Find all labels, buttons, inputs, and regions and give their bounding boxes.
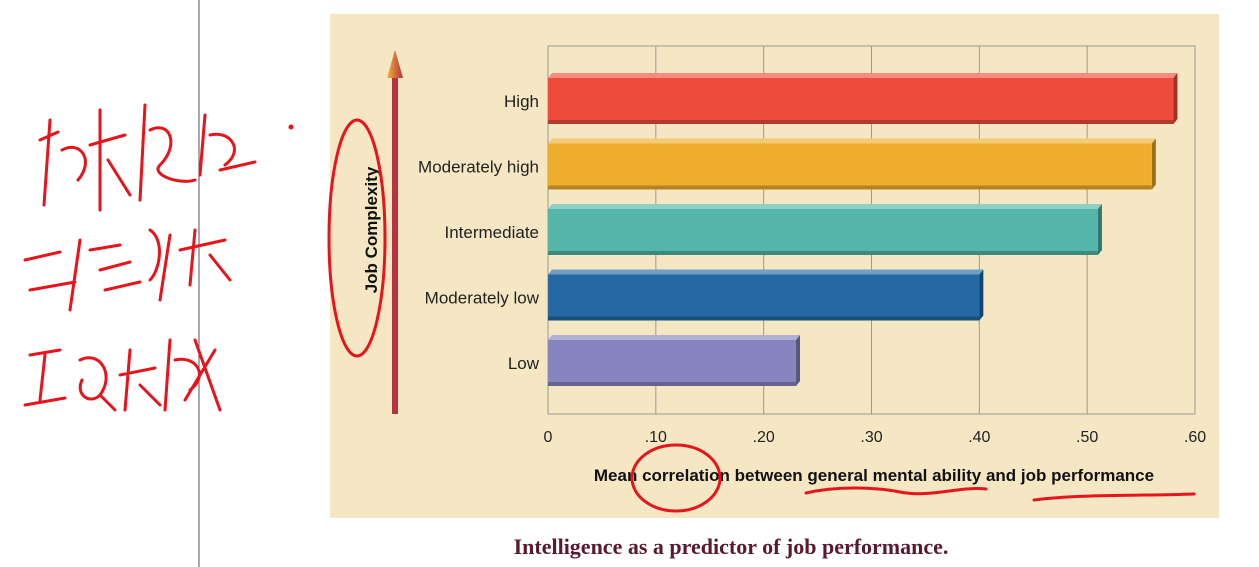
category-labels: High Moderately high Intermediate Moderatel…	[418, 92, 540, 373]
bar	[548, 143, 1152, 190]
x-tick-label: .30	[860, 429, 882, 446]
handwritten-annotations	[23, 103, 1196, 513]
bar-intermediate	[548, 204, 1102, 255]
bar	[548, 274, 980, 321]
bar-high	[548, 73, 1178, 124]
bar-moderately-high	[548, 138, 1156, 190]
ink-scribble-line2	[23, 228, 232, 312]
bar-top-face	[548, 335, 801, 340]
bar-low	[548, 335, 801, 386]
bars	[548, 73, 1178, 386]
ink-circle-correlation	[630, 443, 722, 513]
ink-underline-2	[1032, 492, 1196, 502]
x-tick-label: .50	[1076, 429, 1098, 446]
x-tick-label: .20	[753, 429, 775, 446]
ink-scribble-line1	[38, 103, 257, 212]
category-label: Moderately low	[425, 289, 540, 308]
category-label: High	[504, 92, 539, 111]
figure-caption: Intelligence as a predictor of job perfo…	[514, 534, 949, 559]
bar-top-face	[548, 269, 984, 275]
bar-moderately-low	[548, 269, 984, 321]
ink-dot	[288, 124, 294, 130]
x-tick-label: 0	[544, 429, 553, 446]
x-tick-label: .40	[968, 429, 990, 446]
bar-top-face	[548, 73, 1178, 78]
category-label: Intermediate	[445, 223, 540, 242]
bar-shadow	[548, 382, 797, 386]
x-axis-title: Mean correlation between general mental …	[594, 466, 1154, 485]
bar-side-face	[1097, 204, 1102, 255]
bar-side-face	[796, 335, 801, 386]
ink-scribble-line3	[23, 338, 222, 412]
bar-side-face	[1151, 138, 1156, 190]
category-label: Moderately high	[418, 158, 539, 177]
bar-shadow	[548, 251, 1098, 255]
x-tick-label: .10	[645, 429, 667, 446]
bar-side-face	[1173, 73, 1178, 124]
bar	[548, 78, 1174, 124]
bar-shadow	[548, 185, 1152, 190]
bar	[548, 209, 1098, 255]
ink-underline-1	[804, 486, 988, 496]
bar-side-face	[979, 269, 984, 321]
bar-top-face	[548, 204, 1102, 209]
bar	[548, 340, 797, 386]
y-axis-title: Job Complexity	[362, 166, 381, 293]
x-tick-label: .60	[1184, 429, 1206, 446]
x-tick-labels: 0 .10 .20 .30 .40 .50 .60	[544, 429, 1207, 446]
y-axis-arrow	[387, 50, 403, 414]
ink-circle-ylabel	[327, 118, 387, 358]
category-label: Low	[508, 354, 540, 373]
bar-shadow	[548, 120, 1174, 124]
bar-shadow	[548, 316, 980, 321]
bar-top-face	[548, 138, 1156, 144]
